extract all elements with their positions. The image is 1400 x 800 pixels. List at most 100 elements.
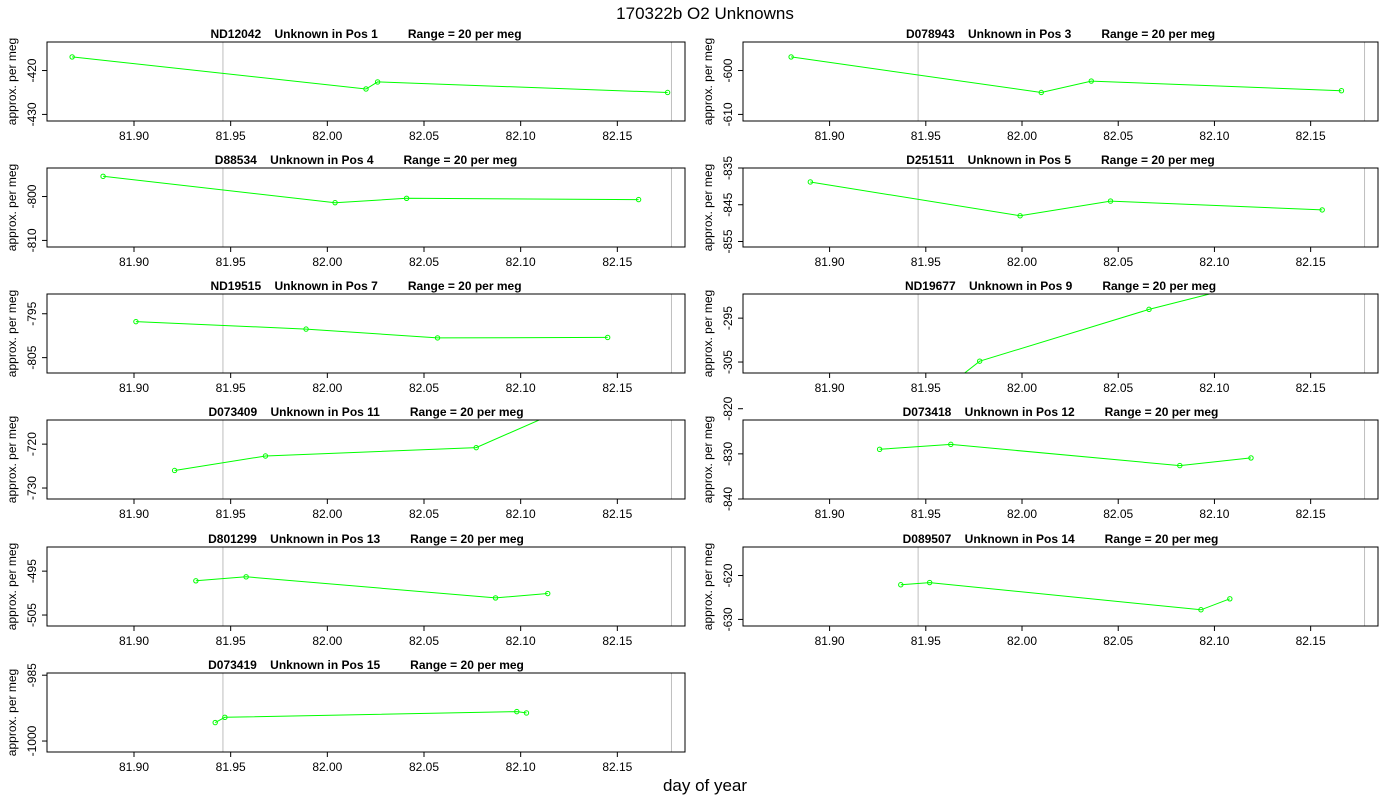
x-tick-label: 82.05	[1103, 507, 1133, 521]
plot-frame	[742, 293, 1379, 374]
panel-title: ND19677 Unknown in Pos 9 Range = 20 per …	[905, 279, 1216, 293]
data-point	[604, 334, 611, 341]
series	[898, 579, 1233, 613]
x-tick-label: 82.15	[1296, 129, 1326, 143]
y-tick-label: -845	[721, 192, 735, 216]
x-tick-label: 82.10	[1199, 129, 1229, 143]
panel-5: ND19515 Unknown in Pos 7 Range = 20 per …	[5, 279, 686, 395]
data-point	[374, 79, 381, 85]
data-point	[332, 199, 338, 206]
y-tick-label: -295	[721, 306, 735, 330]
x-tick-label: 82.10	[1199, 507, 1229, 521]
data-point	[363, 86, 369, 92]
x-tick-label: 82.15	[602, 255, 632, 269]
data-point	[303, 326, 309, 332]
data-point	[948, 441, 954, 448]
y-axis-label: approx. per meg	[5, 290, 19, 377]
x-tick-label: 81.90	[815, 507, 845, 521]
x-tick-label: 81.95	[216, 760, 246, 774]
y-tick-label: -800	[25, 184, 39, 208]
x-tick-label: 82.05	[409, 507, 439, 521]
data-point	[473, 444, 479, 451]
data-point	[1107, 198, 1114, 204]
x-tick-label: 82.05	[1103, 634, 1133, 648]
x-tick-label: 81.90	[119, 255, 149, 269]
data-point	[492, 595, 499, 601]
data-point	[1088, 78, 1094, 84]
x-tick-label: 82.00	[312, 760, 342, 774]
y-tick-label: -430	[25, 102, 39, 126]
y-tick-label: -820	[721, 396, 735, 420]
y-tick-label: -805	[25, 345, 39, 369]
data-point	[1177, 462, 1183, 469]
data-point	[100, 173, 106, 180]
x-tick-label: 82.15	[1296, 255, 1326, 269]
data-point	[926, 579, 933, 586]
y-tick-label: -730	[25, 476, 39, 500]
plot-frame	[742, 546, 1379, 627]
x-tick-label: 82.15	[1296, 507, 1326, 521]
x-tick-label: 81.90	[119, 507, 149, 521]
x-tick-label: 82.05	[1103, 255, 1133, 269]
x-tick-label: 81.90	[815, 255, 845, 269]
y-axis-label: approx. per meg	[701, 290, 715, 377]
data-point	[1227, 596, 1233, 602]
y-tick-label: -795	[25, 301, 39, 325]
y-tick-label: -1000	[25, 725, 39, 756]
data-point	[876, 446, 883, 453]
panel-title: D073419 Unknown in Pos 15 Range = 20 per…	[208, 658, 524, 672]
panel-4: D251511 Unknown in Pos 5 Range = 20 per …	[701, 153, 1379, 269]
plot-frame	[46, 167, 686, 248]
y-axis-label: approx. per meg	[5, 38, 19, 125]
panel-title: D88534 Unknown in Pos 4 Range = 20 per m…	[215, 153, 517, 167]
x-tick-label: 82.10	[506, 760, 536, 774]
y-tick-label: -620	[721, 563, 735, 587]
panel-9: D801299 Unknown in Pos 13 Range = 20 per…	[5, 532, 686, 648]
x-tick-label: 81.90	[815, 634, 845, 648]
x-tick-label: 82.05	[409, 381, 439, 395]
y-axis-label: approx. per meg	[701, 38, 715, 125]
panel-10: D089507 Unknown in Pos 14 Range = 20 per…	[701, 532, 1379, 648]
plot-frame	[742, 167, 1379, 248]
x-tick-label: 82.05	[409, 129, 439, 143]
plot-frame	[46, 546, 686, 627]
panel-title: D078943 Unknown in Pos 3 Range = 20 per …	[906, 27, 1215, 41]
x-tick-label: 82.15	[602, 507, 632, 521]
x-tick-label: 82.00	[312, 255, 342, 269]
x-tick-label: 82.00	[312, 507, 342, 521]
series	[171, 420, 541, 474]
data-point	[133, 318, 139, 325]
y-axis-label: approx. per meg	[5, 669, 19, 756]
x-tick-label: 82.10	[506, 507, 536, 521]
x-tick-label: 81.95	[216, 507, 246, 521]
x-tick-label: 81.95	[216, 255, 246, 269]
data-point	[1248, 455, 1254, 461]
series	[133, 318, 611, 341]
data-point	[1338, 88, 1345, 94]
x-tick-label: 81.90	[815, 129, 845, 143]
plot-frame	[46, 672, 686, 753]
data-point	[1017, 213, 1023, 219]
panel-title: D073409 Unknown in Pos 11 Range = 20 per…	[208, 405, 523, 419]
plot-frame	[742, 419, 1379, 500]
data-point	[664, 89, 671, 96]
series	[788, 54, 1345, 96]
x-tick-label: 82.00	[312, 634, 342, 648]
series-line	[879, 443, 1252, 467]
data-point	[1198, 607, 1204, 613]
y-axis-label: approx. per meg	[5, 543, 19, 630]
x-axis-label: day of year	[663, 776, 747, 795]
x-tick-label: 81.95	[911, 129, 941, 143]
series-line	[900, 582, 1230, 611]
data-point	[243, 574, 249, 580]
series	[193, 574, 551, 601]
y-tick-label: -305	[721, 350, 735, 374]
x-tick-label: 82.00	[1007, 381, 1037, 395]
plot-frame	[46, 293, 686, 374]
x-tick-label: 82.05	[1103, 381, 1133, 395]
data-point	[212, 719, 218, 726]
x-tick-label: 82.15	[602, 760, 632, 774]
data-point	[1251, 281, 1255, 285]
x-tick-label: 81.95	[216, 634, 246, 648]
